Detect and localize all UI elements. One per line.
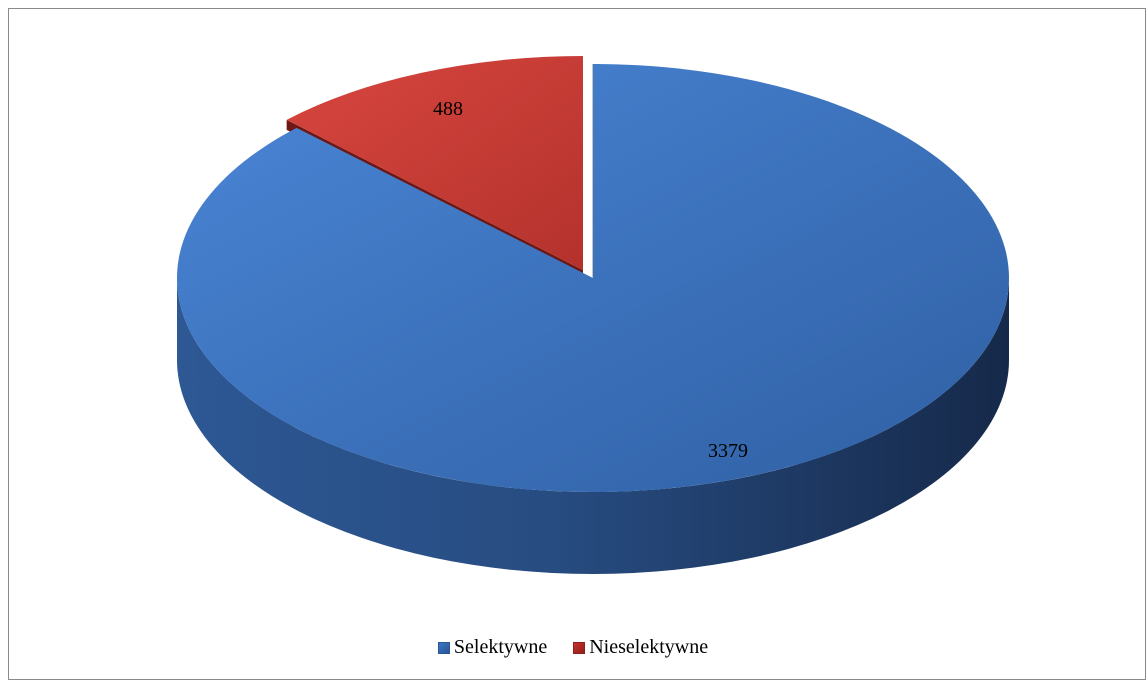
chart-legend: Selektywne Nieselektywne [0, 636, 1146, 659]
legend-swatch-nieselektywne [573, 641, 586, 654]
pie-slice-selektywne [176, 64, 1010, 493]
data-label-nieselektywne: 488 [433, 98, 463, 120]
legend-label-selektywne: Selektywne [453, 636, 548, 658]
legend-item-selektywne: Selektywne [437, 636, 548, 659]
legend-swatch-selektywne [437, 641, 450, 654]
data-label-selektywne: 3379 [708, 440, 748, 462]
pie-slice-side-selektywne [177, 278, 1009, 574]
legend-item-nieselektywne: Nieselektywne [573, 636, 708, 659]
pie-slice-nieselektywne [286, 56, 583, 270]
legend-label-nieselektywne: Nieselektywne [589, 636, 709, 658]
